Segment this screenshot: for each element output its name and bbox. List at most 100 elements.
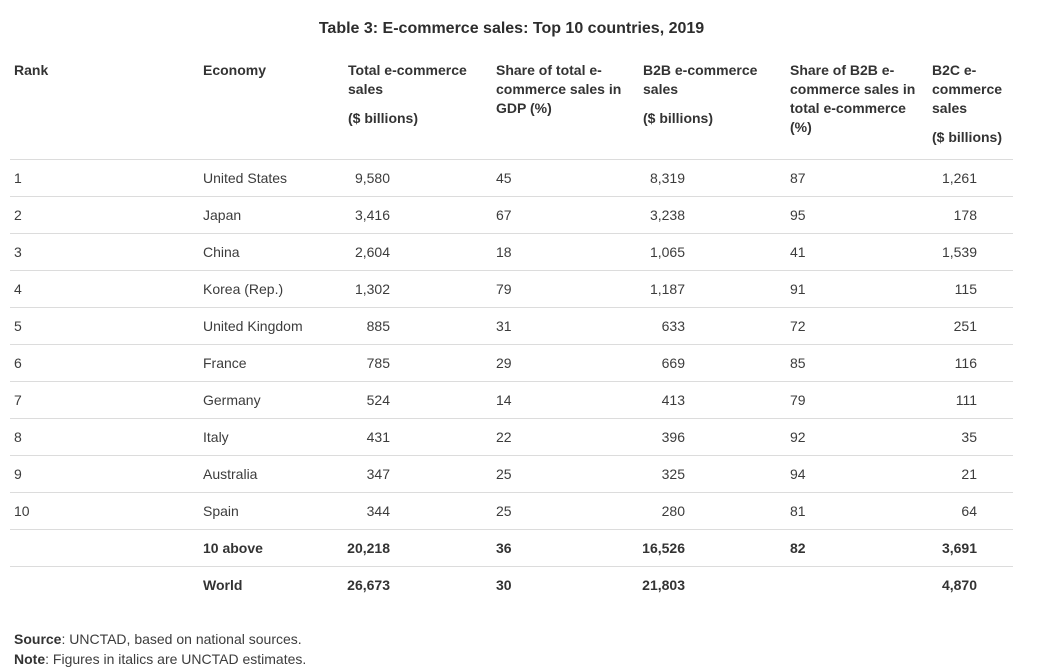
table-body: 1 United States 9,580 45 8,319 87 1,261 2 Japan 3… — [10, 159, 1013, 604]
col-header-b2c-sales: B2C e-commerce sales ($ billions) — [928, 55, 1013, 160]
cell-total-sales: 26,673 — [347, 577, 390, 594]
cell-total-sales: 347 — [344, 455, 492, 493]
cell-total-sales: 9,580 — [344, 159, 492, 197]
cell-rank: 4 — [10, 270, 199, 308]
cell-economy: France — [199, 344, 344, 382]
col-header-label: B2C e-commerce sales — [932, 62, 1003, 116]
cell-b2b-share: 85 — [786, 344, 928, 382]
col-header-label: Rank — [14, 62, 49, 78]
note-text: : Figures in italics are UNCTAD estimate… — [45, 650, 307, 667]
cell-economy: Korea (Rep.) — [199, 270, 344, 308]
cell-total-sales: 344 — [344, 492, 492, 530]
cell-rank: 9 — [10, 455, 199, 493]
estimates-note: Note: Figures in italics are UNCTAD esti… — [14, 649, 1038, 669]
col-header-rank: Rank — [10, 55, 199, 160]
cell-b2b-share: 94 — [786, 455, 928, 493]
cell-rank — [10, 529, 199, 567]
cell-rank: 2 — [10, 196, 199, 234]
cell-rank: 7 — [10, 381, 199, 419]
cell-economy: Germany — [199, 381, 344, 419]
table-header-row: Rank Economy Total e-commerce sales ($ b… — [10, 55, 1013, 160]
table-row: 4 Korea (Rep.) 1,302 79 1,187 91 115 — [10, 270, 1013, 308]
cell-b2b-share: 95 — [786, 196, 928, 234]
cell-total-sales: 885 — [344, 307, 492, 345]
footnotes: Source: UNCTAD, based on national source… — [14, 629, 1038, 669]
cell-b2c-sales: 116 — [928, 344, 1013, 382]
cell-b2b-sales: 3,238 — [639, 196, 786, 234]
cell-economy: Spain — [199, 492, 344, 530]
table-row: 1 United States 9,580 45 8,319 87 1,261 — [10, 159, 1013, 197]
cell-rank: 6 — [10, 344, 199, 382]
cell-gdp-share: 31 — [492, 307, 639, 345]
cell-b2b-share: 72 — [786, 307, 928, 345]
source-label: Source — [14, 630, 62, 647]
cell-rank: 10 — [10, 492, 199, 530]
col-header-unit: ($ billions) — [643, 110, 713, 126]
cell-economy: 10 above — [199, 529, 344, 567]
cell-total-sales: 2,604 — [344, 233, 492, 271]
cell-b2c-sales: 178 — [928, 196, 1013, 234]
cell-b2c-sales: 35 — [928, 418, 1013, 456]
col-header-unit: ($ billions) — [348, 110, 418, 126]
col-header-label: Share of B2B e-commerce sales in total e… — [790, 62, 916, 135]
cell-b2b-sales: 413 — [639, 381, 786, 419]
cell-economy: United Kingdom — [199, 307, 344, 345]
cell-economy: Japan — [199, 196, 344, 234]
table-title: Table 3: E-commerce sales: Top 10 countr… — [318, 20, 705, 37]
col-header-gdp-share: Share of total e-commerce sales in GDP (… — [492, 55, 639, 160]
cell-b2b-sales: 325 — [639, 455, 786, 493]
col-header-label: Total e-commerce sales — [348, 62, 467, 97]
cell-economy: United States — [199, 159, 344, 197]
source-note: Source: UNCTAD, based on national source… — [14, 629, 1038, 649]
cell-rank — [10, 567, 199, 604]
cell-b2b-sales: 1,065 — [639, 233, 786, 271]
table-row: 5 United Kingdom 885 31 633 72 251 — [10, 307, 1013, 345]
cell-gdp-share: 14 — [492, 381, 639, 419]
source-text: : UNCTAD, based on national sources. — [61, 630, 302, 647]
cell-total-sales: 431 — [344, 418, 492, 456]
cell-b2c-sales: 115 — [928, 270, 1013, 308]
cell-total-sales: 3,416 — [344, 196, 492, 234]
cell-b2b-sales: 16,526 — [639, 529, 786, 567]
note-label: Note — [14, 650, 46, 667]
table-header: Rank Economy Total e-commerce sales ($ b… — [10, 55, 1013, 160]
cell-total-sales: 20,218 — [344, 529, 492, 567]
cell-b2c-sales: 1,261 — [928, 159, 1013, 197]
cell-b2b-share: 87 — [786, 159, 928, 197]
col-header-label: B2B e-commerce sales — [643, 62, 758, 97]
cell-b2b-sales: 8,319 — [639, 159, 786, 197]
table-row: 8 Italy 431 22 396 92 35 — [10, 418, 1013, 456]
cell-b2c-sales: 21 — [928, 455, 1013, 493]
cell-total-sales: 524 — [344, 381, 492, 419]
cell-gdp-share: 25 — [492, 492, 639, 530]
cell-gdp-share: 45 — [492, 159, 639, 197]
cell-economy: Italy — [199, 418, 344, 456]
cell-b2b-sales: 280 — [639, 492, 786, 530]
col-header-label: Economy — [203, 62, 267, 78]
cell-total-sales: 1,302 — [344, 270, 492, 308]
cell-gdp-share: 25 — [492, 455, 639, 493]
cell-gdp-share: 30 — [496, 577, 512, 594]
cell-rank: 3 — [10, 233, 199, 271]
col-header-label: Share of total e-commerce sales in GDP (… — [496, 62, 622, 116]
cell-economy: World — [203, 577, 243, 594]
cell-b2c-sales: 111 — [928, 381, 1013, 419]
cell-gdp-share: 36 — [492, 529, 639, 567]
table-row: 10 Spain 344 25 280 81 64 — [10, 492, 1013, 530]
cell-b2b-share: 82 — [786, 529, 928, 567]
cell-b2c-sales: 251 — [928, 307, 1013, 345]
table-row: World 26,673 30 21,803 4,870 — [10, 567, 1013, 604]
ecommerce-top10-table: Rank Economy Total e-commerce sales ($ b… — [10, 55, 1013, 604]
col-header-unit: ($ billions) — [932, 129, 1002, 145]
cell-gdp-share: 18 — [492, 233, 639, 271]
cell-b2b-share: 41 — [786, 233, 928, 271]
col-header-total-sales: Total e-commerce sales ($ billions) — [344, 55, 492, 160]
cell-rank: 1 — [10, 159, 199, 197]
cell-b2b-sales: 21,803 — [642, 577, 685, 594]
cell-b2b-sales: 396 — [639, 418, 786, 456]
cell-rank: 5 — [10, 307, 199, 345]
cell-gdp-share: 29 — [492, 344, 639, 382]
cell-b2b-sales: 1,187 — [639, 270, 786, 308]
cell-b2c-sales: 1,539 — [928, 233, 1013, 271]
